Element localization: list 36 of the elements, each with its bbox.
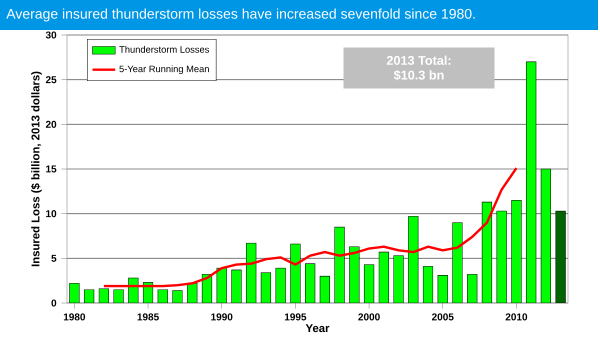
y-tick-label: 15	[46, 166, 56, 172]
annotation: 2013 Total:	[386, 56, 450, 65]
bar	[158, 289, 168, 303]
x-tick-label: 2005	[432, 313, 454, 320]
bar	[393, 255, 404, 303]
y-tick-label: 30	[46, 31, 56, 39]
bar	[113, 289, 124, 303]
y-tick-label: 10	[46, 210, 56, 218]
y-tick-label: 0	[51, 299, 56, 307]
bar	[556, 210, 566, 303]
x-tick-label: 1985	[138, 313, 159, 320]
x-tick-label: 2010	[506, 313, 528, 320]
x-tick-label: 1980	[64, 313, 86, 320]
bar	[526, 62, 536, 303]
y-tick-label: 20	[46, 120, 56, 128]
legend-label: 5-Year Running Mean	[119, 65, 209, 74]
bar	[305, 263, 316, 303]
bar	[246, 242, 256, 303]
bar	[128, 278, 138, 303]
bar	[408, 216, 418, 303]
x-tick-label: 1990	[211, 313, 232, 320]
bar	[452, 222, 463, 303]
annotation: $10.3 bn	[394, 70, 444, 80]
bar	[98, 288, 109, 303]
chart-title: Average insured thunderstorm losses have increased sevenfold since 1980.	[6, 8, 475, 22]
bar	[540, 168, 552, 303]
y-tick-label: 25	[46, 76, 56, 84]
bar	[422, 266, 434, 303]
x-tick-label: 2000	[358, 313, 380, 320]
x-axis-title: Year	[306, 324, 330, 332]
y-axis-title: Insured Loss ($ billion, 2013 dollars)	[30, 72, 42, 266]
x-tick-label: 1995	[284, 313, 306, 320]
y-tick-label: 5	[51, 254, 56, 262]
bar	[172, 290, 183, 303]
bar	[260, 272, 272, 303]
legend-label: Thunderstorm Losses	[119, 46, 210, 53]
